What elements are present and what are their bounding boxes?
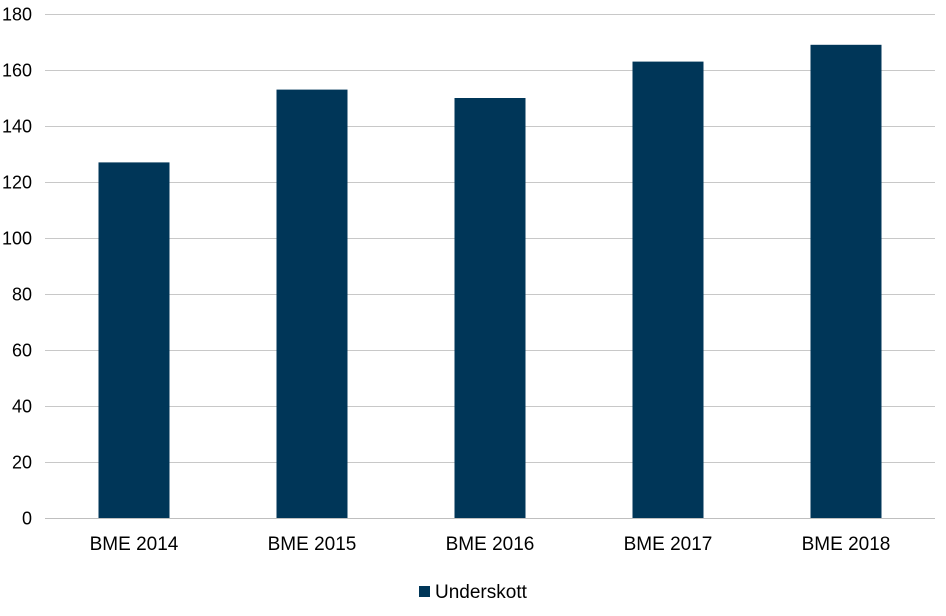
x-category-label: BME 2015 <box>268 534 357 555</box>
legend: Underskott <box>419 582 528 603</box>
bars <box>98 44 882 519</box>
x-category-label: BME 2017 <box>624 534 713 555</box>
x-category-label: BME 2014 <box>90 534 179 555</box>
bar <box>98 162 170 518</box>
bar <box>632 61 704 518</box>
bar <box>276 89 348 518</box>
y-tick-label: 120 <box>2 173 32 193</box>
y-tick-label: 40 <box>12 397 32 417</box>
bar <box>454 98 526 518</box>
y-tick-label: 20 <box>12 453 32 473</box>
legend-label: Underskott <box>435 582 528 603</box>
bar <box>810 44 882 519</box>
y-tick-label: 100 <box>2 229 32 249</box>
y-axis-ticks: 0 20 40 60 80 100 120 140 160 180 <box>2 5 32 529</box>
y-tick-label: 180 <box>2 5 32 25</box>
y-tick-label: 0 <box>22 509 32 529</box>
x-category-label: BME 2018 <box>802 534 891 555</box>
x-category-label: BME 2016 <box>446 534 535 555</box>
y-tick-label: 140 <box>2 117 32 137</box>
x-axis-categories: BME 2014 BME 2015 BME 2016 BME 2017 BME 2018 <box>90 534 891 555</box>
y-tick-label: 80 <box>12 285 32 305</box>
legend-swatch <box>419 586 430 597</box>
y-tick-label: 60 <box>12 341 32 361</box>
y-tick-label: 160 <box>2 61 32 81</box>
